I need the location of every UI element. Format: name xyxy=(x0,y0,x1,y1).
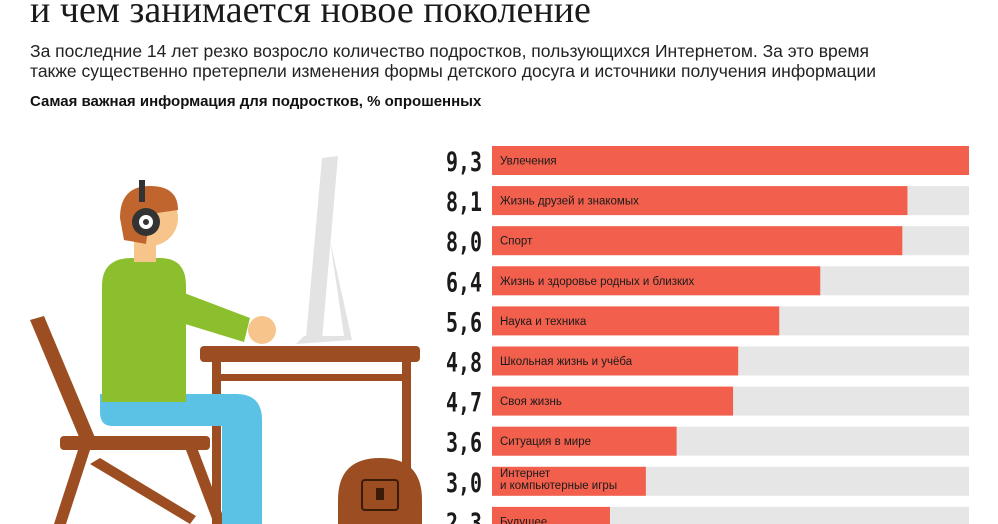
value-label: 4,8 xyxy=(446,348,482,379)
category-label: Увлечения xyxy=(500,156,557,168)
value-label: 5,6 xyxy=(446,307,482,338)
category-label: Интернет и компьютерные игры xyxy=(500,468,617,492)
bar-track xyxy=(492,506,969,524)
bar xyxy=(492,506,610,524)
category-label: Жизнь и здоровье родных и близких xyxy=(500,276,694,288)
monitor-icon xyxy=(296,156,352,344)
value-label: 3,6 xyxy=(446,428,482,459)
category-label: Наука и техника xyxy=(500,316,587,328)
bar xyxy=(492,386,734,416)
lead-paragraph: За последние 14 лет резко возросло колич… xyxy=(30,41,990,81)
backpack-icon xyxy=(338,458,422,524)
value-label: 4,7 xyxy=(446,388,482,419)
bar xyxy=(492,146,969,175)
value-label: 3,0 xyxy=(446,468,482,499)
category-label: Будущее xyxy=(500,516,547,524)
bar xyxy=(492,306,780,336)
value-label: 2,3 xyxy=(446,508,482,524)
category-label: Школьная жизнь и учёба xyxy=(500,356,633,368)
bar xyxy=(492,466,646,496)
category-label: Спорт xyxy=(500,236,533,248)
value-label: 8,0 xyxy=(446,227,482,258)
bar xyxy=(492,346,739,376)
lead-line-1: За последние 14 лет резко возросло колич… xyxy=(30,41,870,61)
teenager-illustration xyxy=(30,156,422,524)
lead-line-2: также существенно претерпели изменения ф… xyxy=(30,61,877,81)
bar xyxy=(492,226,903,256)
category-label: Ситуация в мире xyxy=(500,436,591,448)
bar xyxy=(492,186,908,216)
bar xyxy=(492,426,677,456)
desk-icon xyxy=(200,346,420,524)
category-label: Своя жизнь xyxy=(500,396,562,408)
headline: и чем занимается новое поколение xyxy=(30,0,591,31)
person-icon xyxy=(100,186,276,524)
bar-chart: 9,3 Увлечения 8,1 Жизнь друзей и знакомых 8,… xyxy=(440,0,998,524)
headphones-icon xyxy=(132,180,160,236)
bar-chart-svg: 9,3 Увлечения 8,1 Жизнь друзей и знакомых 8,… xyxy=(446,146,969,524)
category-label: Жизнь друзей и знакомых xyxy=(500,196,639,208)
bar xyxy=(492,266,821,296)
chair-icon xyxy=(30,316,226,524)
chart-title: Самая важная информация для подростков, … xyxy=(30,93,482,110)
value-label: 8,1 xyxy=(446,187,482,218)
value-label: 6,4 xyxy=(446,267,482,298)
value-label: 9,3 xyxy=(446,147,482,178)
